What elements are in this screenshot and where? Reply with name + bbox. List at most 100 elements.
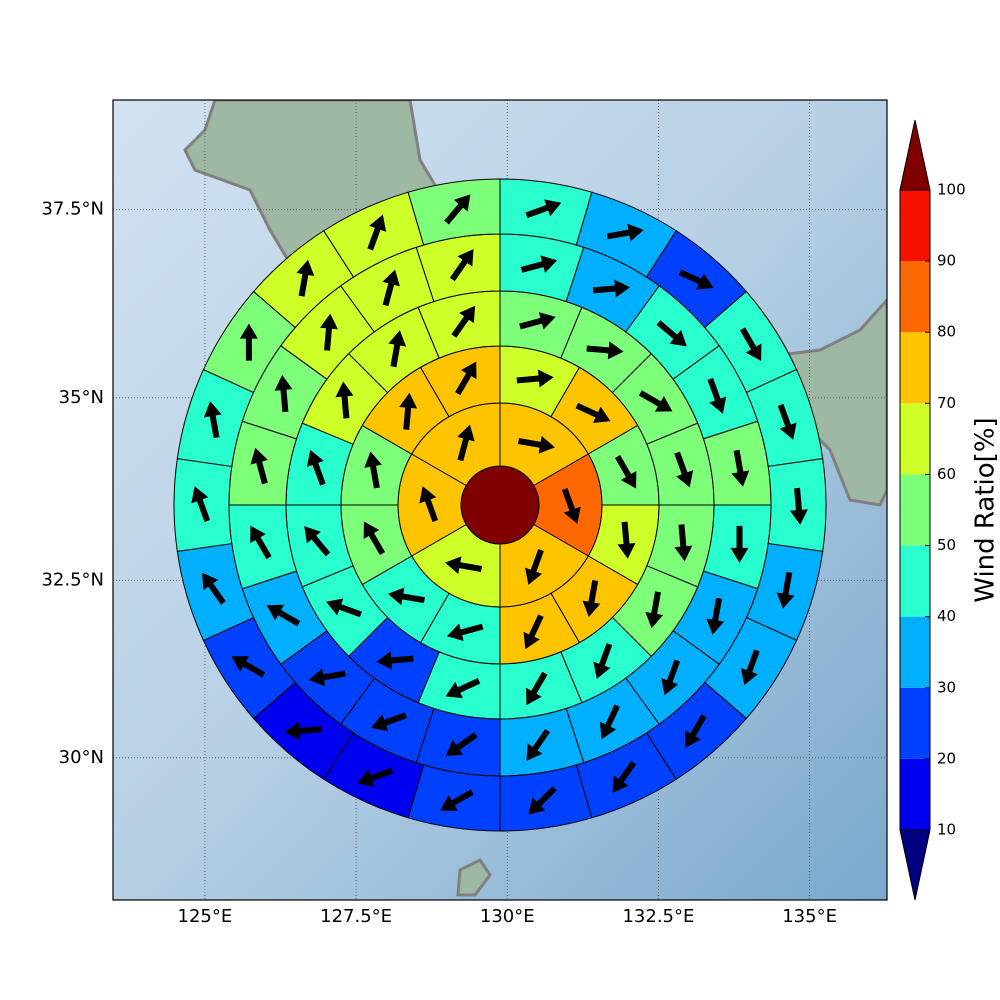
colorbar-frame bbox=[899, 189, 931, 831]
y-tick-label: 30°N bbox=[59, 747, 104, 768]
wind-arrow bbox=[525, 549, 544, 585]
wind-arrow bbox=[678, 269, 714, 290]
wind-arrow bbox=[319, 313, 338, 351]
wind-arrow bbox=[661, 659, 681, 696]
wind-arrow bbox=[599, 704, 620, 740]
wind-arrow bbox=[335, 381, 354, 419]
wind-arrow bbox=[274, 374, 293, 413]
colorbar-extend-low bbox=[899, 829, 931, 901]
axis-labels: 125°E 127.5°E 130°E 132.5°E 135°E 30°N 32.5°N 3… bbox=[41, 199, 837, 927]
wind-arrow bbox=[388, 330, 407, 368]
wind-arrow bbox=[617, 521, 636, 559]
wind-arrow bbox=[367, 214, 387, 251]
wind-arrow bbox=[445, 678, 481, 699]
wind-arrow bbox=[446, 623, 484, 642]
wind-arrow bbox=[440, 789, 474, 811]
wind-arrow bbox=[606, 223, 644, 242]
wind-arrow bbox=[376, 651, 414, 670]
wind-arrow bbox=[203, 401, 222, 439]
y-tick-label: 35°N bbox=[59, 387, 104, 408]
wind-arrow bbox=[382, 269, 400, 307]
wind-arrow bbox=[561, 487, 581, 524]
colorbar-bin bbox=[900, 616, 930, 688]
y-tick-label: 37.5°N bbox=[41, 199, 104, 220]
colorbar-tick-label: 90 bbox=[937, 252, 956, 270]
wind-arrow bbox=[740, 649, 760, 686]
wind-arrow bbox=[457, 424, 475, 462]
wind-arrow bbox=[645, 591, 664, 629]
sectors bbox=[173, 178, 827, 832]
wind-arrow bbox=[656, 320, 687, 347]
wind-arrow bbox=[266, 604, 301, 627]
x-tick-label: 125°E bbox=[178, 906, 233, 927]
wind-arrow bbox=[399, 392, 418, 430]
wind-arrow bbox=[445, 556, 483, 575]
x-tick-label: 130°E bbox=[480, 906, 535, 927]
colorbar: 10 20 30 40 50 60 70 80 90 100 bbox=[899, 119, 966, 901]
wind-arrow bbox=[520, 255, 558, 273]
wind-arrow bbox=[250, 447, 268, 485]
x-tick-label: 127.5°E bbox=[320, 906, 392, 927]
wind-arrow bbox=[371, 712, 407, 732]
colorbar-tick-label: 60 bbox=[937, 465, 956, 483]
wind-arrow bbox=[455, 361, 477, 396]
wind-arrow bbox=[451, 305, 476, 338]
wind-arrow bbox=[284, 722, 322, 740]
wind-arrow bbox=[231, 656, 266, 678]
wind-arrow bbox=[730, 525, 749, 563]
x-tick-label: 135°E bbox=[782, 906, 837, 927]
wind-arrow bbox=[706, 597, 725, 635]
wind-arrow bbox=[638, 390, 673, 412]
wind-arrow bbox=[516, 369, 554, 388]
plot-frame bbox=[112, 99, 888, 901]
wind-arrow bbox=[304, 526, 331, 557]
wind-arrow bbox=[419, 486, 439, 523]
wind-arrow bbox=[517, 435, 555, 454]
colorbar-tick-label: 100 bbox=[937, 181, 966, 199]
wind-arrow bbox=[592, 279, 631, 298]
colorbar-bin bbox=[900, 403, 930, 475]
wind-arrow bbox=[357, 767, 393, 787]
colorbar-tick-label: 70 bbox=[937, 394, 956, 412]
wind-arrow bbox=[612, 760, 637, 793]
wind-arrow bbox=[575, 402, 611, 423]
wind-arrow bbox=[202, 572, 226, 605]
wind-arrow bbox=[685, 714, 707, 748]
wind-arrow bbox=[523, 614, 544, 650]
wind-arrow bbox=[674, 524, 693, 562]
colorbar-bin bbox=[900, 758, 930, 830]
colorbar-tick-label: 10 bbox=[937, 821, 956, 839]
wind-arrow bbox=[777, 403, 797, 440]
colorbar-tick-label: 40 bbox=[937, 607, 956, 625]
x-tick-label: 132.5°E bbox=[622, 906, 694, 927]
colorbar-bin bbox=[900, 687, 930, 759]
y-tick-label: 32.5°N bbox=[41, 569, 104, 590]
colorbar-bin bbox=[900, 190, 930, 262]
wind-arrow bbox=[586, 341, 624, 360]
wind-arrow bbox=[308, 668, 346, 687]
wind-arrow bbox=[388, 587, 425, 606]
wind-arrow bbox=[614, 455, 637, 489]
wind-arrow bbox=[444, 194, 471, 225]
colorbar-bin bbox=[900, 332, 930, 404]
wind-arrow bbox=[528, 786, 557, 815]
wind-arrow bbox=[674, 451, 694, 488]
wind-arrow bbox=[776, 571, 795, 609]
wind-arrow bbox=[191, 486, 211, 523]
colorbar-label: Wind Ratio[%] bbox=[971, 417, 1000, 602]
wind-arrows bbox=[191, 194, 808, 815]
wind-arrow bbox=[582, 580, 601, 617]
wind-arrow bbox=[789, 487, 808, 525]
wind-arrow bbox=[731, 449, 750, 487]
wind-arrow bbox=[306, 449, 326, 486]
colorbar-tick-label: 20 bbox=[937, 749, 956, 767]
colorbar-bin bbox=[900, 545, 930, 617]
colorbar-extend-high bbox=[899, 119, 931, 191]
wind-arrow bbox=[364, 451, 382, 489]
wind-arrow bbox=[519, 312, 556, 330]
wind-arrow bbox=[239, 323, 258, 361]
colorbar-bin bbox=[900, 261, 930, 333]
wind-arrow bbox=[593, 643, 613, 679]
wind-arrow bbox=[740, 327, 762, 361]
